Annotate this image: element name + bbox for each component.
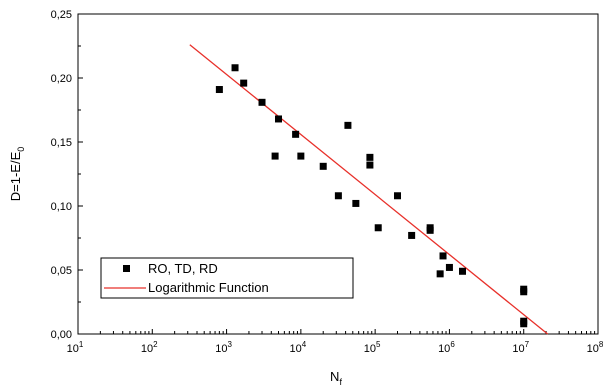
y-tick-label: 0,00	[51, 329, 72, 341]
data-point	[459, 267, 467, 275]
legend: RO, TD, RD Logarithmic Function	[100, 257, 354, 299]
x-tick-label: 103	[215, 340, 232, 355]
data-point	[366, 161, 374, 169]
y-axis: 0,00 0,05 0,10 0,15 0,20 0,25	[51, 9, 83, 341]
data-point	[520, 288, 528, 296]
x-tick-label: 104	[290, 340, 307, 355]
data-point	[520, 320, 528, 328]
data-point	[366, 153, 374, 161]
x-axis-label: Nf	[330, 369, 342, 386]
y-tick-label: 0,10	[51, 201, 72, 213]
data-point	[344, 121, 352, 129]
legend-label-line: Logarithmic Function	[148, 280, 269, 295]
x-tick-label: 108	[587, 340, 604, 355]
data-points	[215, 64, 528, 328]
data-point	[439, 252, 447, 260]
x-tick-label: 105	[364, 340, 381, 355]
legend-marker-square	[123, 265, 130, 272]
fit-line-layer	[189, 44, 549, 335]
data-point	[445, 263, 453, 271]
x-tick-label: 107	[512, 340, 529, 355]
data-point	[274, 115, 282, 123]
data-point	[319, 162, 327, 170]
data-point	[436, 270, 444, 278]
data-point	[215, 86, 223, 94]
data-point	[292, 130, 300, 138]
data-point	[352, 199, 360, 207]
data-point	[240, 79, 248, 87]
y-tick-label: 0,25	[51, 9, 72, 21]
data-point	[271, 152, 279, 160]
y-tick-label: 0,05	[51, 265, 72, 277]
data-point	[408, 231, 416, 239]
data-point	[258, 98, 266, 106]
y-tick-label: 0,15	[51, 137, 72, 149]
data-point	[426, 224, 434, 232]
data-point	[334, 192, 342, 200]
x-tick-label: 101	[67, 340, 84, 355]
fit-line	[189, 44, 549, 335]
data-point	[231, 64, 239, 72]
x-tick-label: 102	[141, 340, 158, 355]
legend-label-points: RO, TD, RD	[148, 261, 218, 276]
x-tick-label: 106	[438, 340, 455, 355]
legend-box	[100, 257, 354, 299]
data-point	[394, 192, 402, 200]
data-point	[374, 224, 382, 232]
y-axis-label: D=1-E/E0	[8, 147, 26, 202]
data-point	[297, 152, 305, 160]
x-axis: 101 102 103 104 105 106 107 108	[67, 329, 604, 355]
y-tick-label: 0,20	[51, 73, 72, 85]
